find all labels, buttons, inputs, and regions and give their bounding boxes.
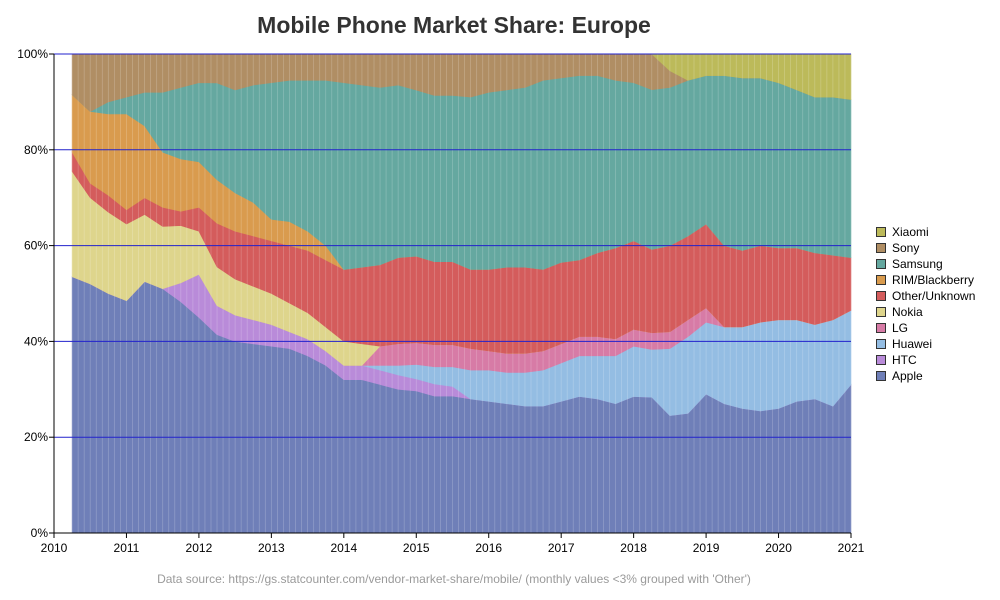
x-tick-label: 2015	[403, 541, 430, 555]
y-tick-label: 80%	[24, 143, 48, 157]
x-tick-label: 2021	[838, 541, 865, 555]
legend-swatch	[876, 259, 886, 269]
legend-swatch	[876, 243, 886, 253]
x-tick-label: 2016	[475, 541, 502, 555]
x-tick-label: 2012	[186, 541, 213, 555]
legend-item: LG	[876, 320, 975, 336]
legend-item: Samsung	[876, 256, 975, 272]
legend-item: Sony	[876, 240, 975, 256]
x-tick-label: 2017	[548, 541, 575, 555]
y-tick-label: 100%	[17, 47, 48, 61]
legend-item: Apple	[876, 368, 975, 384]
legend-item: Huawei	[876, 336, 975, 352]
legend-label: HTC	[892, 353, 917, 367]
x-tick-label: 2018	[620, 541, 647, 555]
legend-label: Sony	[892, 241, 920, 255]
legend-swatch	[876, 307, 886, 317]
legend-item: Other/Unknown	[876, 288, 975, 304]
legend-swatch	[876, 371, 886, 381]
area-bands	[71, 53, 852, 534]
x-tick-label: 2010	[41, 541, 68, 555]
legend-label: Nokia	[892, 305, 923, 319]
legend-swatch	[876, 275, 886, 285]
x-tick-label: 2011	[114, 541, 140, 555]
y-tick-label: 0%	[31, 526, 49, 540]
y-tick-label: 40%	[24, 334, 48, 348]
axes: 2010 2011 2012 2013 2014 2015 2016 2017 2018 2019…	[41, 54, 865, 555]
legend-swatch	[876, 291, 886, 301]
x-tick-label: 2019	[693, 541, 720, 555]
x-tick-label: 2014	[330, 541, 357, 555]
legend-item: Nokia	[876, 304, 975, 320]
legend-item: HTC	[876, 352, 975, 368]
monthly-bar-stripes	[71, 54, 852, 533]
chart-title: Mobile Phone Market Share: Europe	[257, 12, 651, 38]
legend-label: Huawei	[892, 337, 933, 351]
legend-label: Samsung	[892, 257, 943, 271]
legend: Xiaomi Sony Samsung RIM/Blackberry Other/Unk…	[876, 224, 975, 384]
legend-swatch	[876, 227, 886, 237]
legend-label: RIM/Blackberry	[892, 273, 975, 287]
legend-swatch	[876, 355, 886, 365]
legend-label: LG	[892, 321, 909, 335]
legend-item: Xiaomi	[876, 224, 975, 240]
legend-swatch	[876, 323, 886, 333]
y-tick-label: 20%	[24, 430, 48, 444]
x-tick-label: 2020	[765, 541, 792, 555]
legend-item: RIM/Blackberry	[876, 272, 975, 288]
data-source-footnote: Data source: https://gs.statcounter.com/…	[157, 572, 751, 586]
x-tick-label: 2013	[258, 541, 285, 555]
legend-label: Other/Unknown	[892, 289, 976, 303]
legend-label: Apple	[892, 369, 923, 383]
legend-label: Xiaomi	[892, 225, 929, 239]
y-tick-label: 60%	[24, 239, 48, 253]
legend-swatch	[876, 339, 886, 349]
